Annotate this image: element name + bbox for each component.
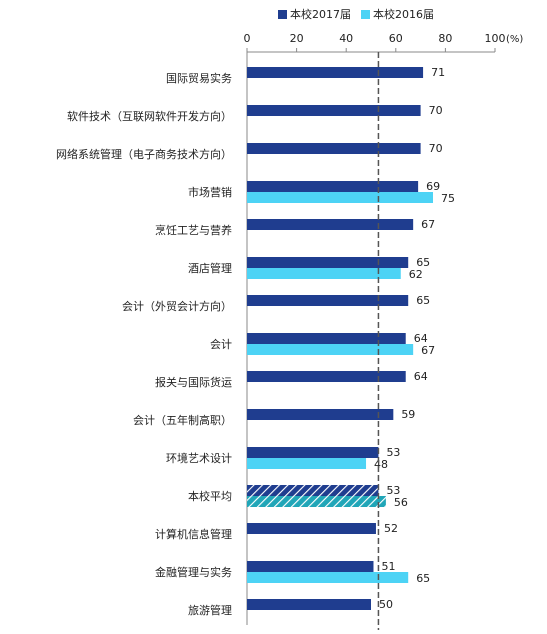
category-label: 金融管理与实务	[155, 565, 232, 579]
data-label-2017: 50	[379, 598, 393, 611]
bar-2017	[247, 371, 406, 382]
data-label-2017: 69	[426, 180, 440, 193]
legend-label-2016: 本校2016届	[373, 8, 434, 21]
data-label-2017: 52	[384, 522, 398, 535]
category-label: 会计（五年制高职）	[133, 413, 232, 427]
category-label: 计算机信息管理	[155, 527, 232, 541]
bar-2017	[247, 67, 424, 78]
x-tick-label: 20	[290, 32, 304, 45]
category-label: 国际贸易实务	[166, 71, 232, 85]
x-tick-label: 40	[339, 32, 353, 45]
category-label: 烹饪工艺与营养	[155, 223, 232, 237]
bar-2017	[247, 485, 379, 496]
data-label-2017: 71	[431, 66, 445, 79]
x-tick-label: 80	[438, 32, 452, 45]
data-label-2017: 70	[429, 142, 443, 155]
bar-2016	[247, 458, 367, 469]
category-label: 旅游管理	[188, 603, 232, 617]
data-label-2016: 75	[441, 192, 455, 205]
legend-swatch-2017	[278, 9, 287, 19]
bar-2016	[247, 344, 414, 355]
legend-item-2017: 本校2017届	[278, 6, 351, 22]
category-label: 酒店管理	[188, 261, 232, 275]
legend-label-2017: 本校2017届	[290, 8, 351, 21]
data-label-2017: 64	[414, 332, 428, 345]
bar-2017	[247, 599, 371, 610]
bar-2017	[247, 523, 376, 534]
category-label: 网络系统管理（电子商务技术方向）	[56, 147, 232, 161]
x-axis-unit: (%)	[506, 34, 523, 45]
data-label-2016: 62	[409, 268, 423, 281]
x-tick-label: 0	[244, 32, 251, 45]
bar-2017	[247, 333, 406, 344]
category-label: 软件技术（互联网软件开发方向）	[67, 109, 232, 123]
data-label-2016: 67	[421, 344, 435, 357]
category-label: 本校平均	[188, 489, 232, 503]
data-label-2016: 65	[416, 572, 430, 585]
data-label-2016: 56	[394, 496, 408, 509]
category-label: 市场营销	[188, 185, 232, 199]
data-label-2017: 51	[381, 560, 395, 573]
bar-2017	[247, 181, 419, 192]
bar-2017	[247, 143, 421, 154]
data-label-2016: 48	[374, 458, 388, 471]
bar-2017	[247, 295, 409, 306]
bar-2016	[247, 268, 401, 279]
data-label-2017: 65	[416, 256, 430, 269]
x-tick-label: 60	[389, 32, 403, 45]
bar-2017	[247, 409, 394, 420]
bar-2017	[247, 105, 421, 116]
data-label-2017: 53	[386, 446, 400, 459]
data-label-2017: 65	[416, 294, 430, 307]
bar-2017	[247, 561, 374, 572]
data-label-2017: 67	[421, 218, 435, 231]
legend: 本校2017届 本校2016届	[278, 6, 444, 22]
bar-2017	[247, 257, 409, 268]
category-label: 会计	[210, 338, 232, 351]
data-label-2017: 70	[429, 104, 443, 117]
bar-2017	[247, 219, 414, 230]
bar-2016	[247, 496, 386, 507]
x-tick-label: 100	[485, 32, 506, 45]
data-label-2017: 53	[386, 484, 400, 497]
bar-2016	[247, 572, 409, 583]
category-label: 会计（外贸会计方向）	[122, 299, 232, 313]
bar-2016	[247, 192, 433, 203]
category-label: 报关与国际货运	[155, 375, 232, 389]
legend-item-2016: 本校2016届	[361, 6, 434, 22]
data-label-2017: 64	[414, 370, 428, 383]
bar-2017	[247, 447, 379, 458]
data-label-2017: 59	[401, 408, 415, 421]
category-label: 环境艺术设计	[166, 451, 232, 465]
legend-swatch-2016	[361, 9, 370, 19]
